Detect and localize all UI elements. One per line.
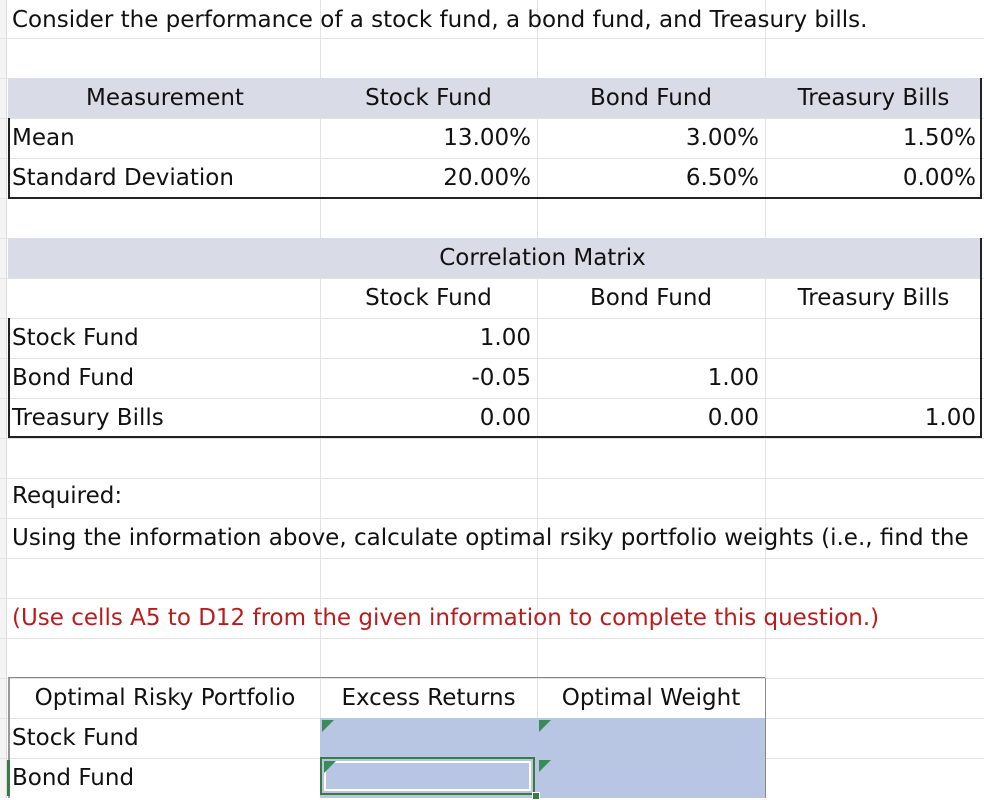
opt-header-weight: Optimal Weight <box>561 685 741 711</box>
required-text: Using the information above, calculate o… <box>12 525 969 551</box>
perf-value[interactable]: 3.00% <box>685 125 759 151</box>
corr-right-border <box>980 238 982 438</box>
opt-header-portfolio: Optimal Risky Portfolio <box>34 685 296 711</box>
opt-header-excess: Excess Returns <box>341 685 516 711</box>
perf-value[interactable]: 0.00% <box>902 165 976 191</box>
perf-header-tbills: Treasury Bills <box>797 85 950 111</box>
perf-value[interactable]: 13.00% <box>443 125 531 151</box>
perf-row-label: Mean <box>12 125 75 151</box>
perf-right-border <box>980 78 982 199</box>
corr-title-band <box>8 238 982 278</box>
corr-value[interactable]: 1.00 <box>707 365 759 391</box>
corr-value[interactable]: 0.00 <box>707 405 759 431</box>
opt-row-label: Bond Fund <box>12 765 135 791</box>
comment-indicator-icon[interactable] <box>539 760 551 772</box>
corr-header-tbills: Treasury Bills <box>797 285 950 311</box>
fill-handle[interactable] <box>532 792 540 800</box>
required-heading: Required: <box>12 483 123 509</box>
corr-value[interactable]: -0.05 <box>471 365 531 391</box>
intro-text: Consider the performance of a stock fund… <box>12 7 868 33</box>
row-header-strip[interactable] <box>0 0 7 798</box>
opt-row-label: Stock Fund <box>12 725 139 751</box>
comment-indicator-icon[interactable] <box>539 720 551 732</box>
corr-row-label: Stock Fund <box>12 325 139 351</box>
corr-bottom-border <box>8 436 982 438</box>
perf-header-measurement: Measurement <box>86 85 244 111</box>
perf-bottom-border <box>8 197 982 199</box>
corr-value[interactable]: 1.00 <box>479 325 531 351</box>
perf-value[interactable]: 1.50% <box>902 125 976 151</box>
comment-indicator-icon[interactable] <box>322 720 334 732</box>
corr-row-label: Treasury Bills <box>12 405 164 431</box>
perf-header-band <box>8 78 982 118</box>
corr-header-bond: Bond Fund <box>589 285 713 311</box>
required-note: (Use cells A5 to D12 from the given info… <box>12 605 880 631</box>
perf-header-bond: Bond Fund <box>589 85 713 111</box>
corr-value[interactable]: 0.00 <box>479 405 531 431</box>
corr-header-stock: Stock Fund <box>365 285 492 311</box>
comment-indicator-icon[interactable] <box>324 761 336 773</box>
perf-value[interactable]: 6.50% <box>685 165 759 191</box>
corr-title: Correlation Matrix <box>439 245 646 271</box>
perf-value[interactable]: 20.00% <box>443 165 531 191</box>
perf-header-stock: Stock Fund <box>365 85 492 111</box>
selected-cell[interactable] <box>320 757 535 795</box>
corr-row-label: Bond Fund <box>12 365 135 391</box>
perf-row-label: Standard Deviation <box>12 165 234 191</box>
corr-value[interactable]: 1.00 <box>924 405 976 431</box>
